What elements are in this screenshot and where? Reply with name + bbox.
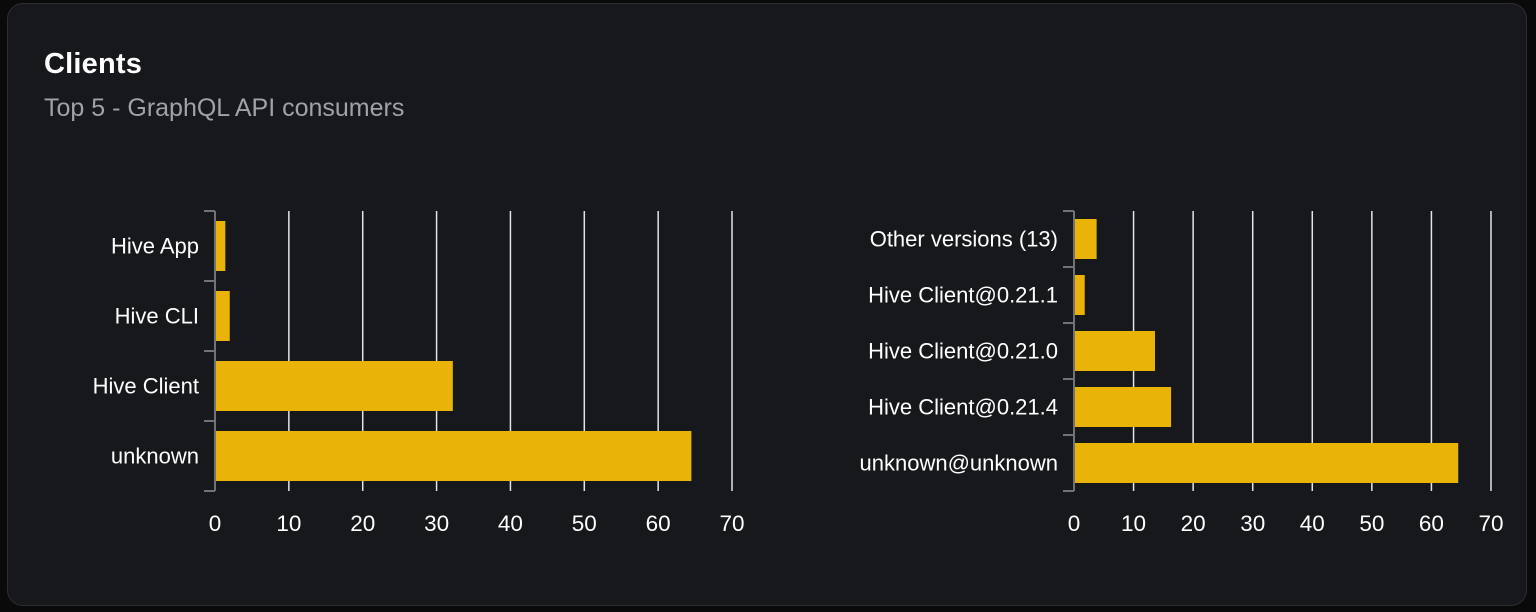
- category-label-hive-app: Hive App: [111, 234, 199, 259]
- x-tick-label-50: 50: [1359, 511, 1384, 536]
- x-tick-label-0: 0: [209, 511, 222, 536]
- clients-bar-charts: Hive App Hive CLI Hive Client unknown 0 10 20 3…: [93, 210, 1504, 536]
- bar-hive-client-0-21-1[interactable]: [1074, 275, 1085, 315]
- bar-hive-cli[interactable]: [215, 291, 230, 341]
- x-tick-label-60: 60: [646, 511, 671, 536]
- clients-card: Clients Top 5 - GraphQL API consumers Hi…: [7, 3, 1527, 606]
- x-tick-label-20: 20: [350, 511, 375, 536]
- card-header: Clients Top 5 - GraphQL API consumers: [44, 48, 404, 123]
- category-label-hive-client-0-21-0: Hive Client@0.21.0: [868, 339, 1058, 364]
- x-tick-label-40: 40: [498, 511, 523, 536]
- category-label-hive-client: Hive Client: [93, 374, 199, 399]
- x-tick-label-30: 30: [1240, 511, 1265, 536]
- card-subtitle: Top 5 - GraphQL API consumers: [44, 94, 405, 122]
- category-label-unknown-unknown: unknown@unknown: [860, 451, 1058, 476]
- bar-hive-app[interactable]: [215, 221, 226, 271]
- chart-clients-by-version: Other versions (13) Hive Client@0.21.1 Hiv…: [860, 210, 1504, 536]
- chart-clients-by-name: Hive App Hive CLI Hive Client unknown 0 10 20 3…: [93, 210, 745, 536]
- x-tick-label-40: 40: [1300, 511, 1325, 536]
- x-tick-label-70: 70: [1478, 511, 1503, 536]
- bar-unknown[interactable]: [215, 431, 692, 481]
- bar-hive-client-0-21-4[interactable]: [1074, 387, 1172, 427]
- x-tick-label-20: 20: [1181, 511, 1206, 536]
- bar-hive-client-0-21-0[interactable]: [1074, 331, 1156, 371]
- bar-other-versions-13[interactable]: [1074, 219, 1097, 259]
- category-label-unknown: unknown: [111, 444, 199, 469]
- x-tick-label-0: 0: [1068, 511, 1081, 536]
- bar-hive-client[interactable]: [215, 361, 453, 411]
- category-label-hive-cli: Hive CLI: [115, 304, 199, 329]
- x-tick-label-60: 60: [1419, 511, 1444, 536]
- x-tick-label-10: 10: [276, 511, 301, 536]
- x-tick-label-70: 70: [720, 511, 745, 536]
- category-label-other-versions-13: Other versions (13): [870, 227, 1058, 252]
- x-tick-label-50: 50: [572, 511, 597, 536]
- x-tick-label-10: 10: [1121, 511, 1146, 536]
- x-tick-label-30: 30: [424, 511, 449, 536]
- category-label-hive-client-0-21-4: Hive Client@0.21.4: [868, 395, 1058, 420]
- card-title: Clients: [44, 48, 143, 80]
- category-label-hive-client-0-21-1: Hive Client@0.21.1: [868, 283, 1058, 308]
- bar-unknown-unknown[interactable]: [1074, 443, 1459, 483]
